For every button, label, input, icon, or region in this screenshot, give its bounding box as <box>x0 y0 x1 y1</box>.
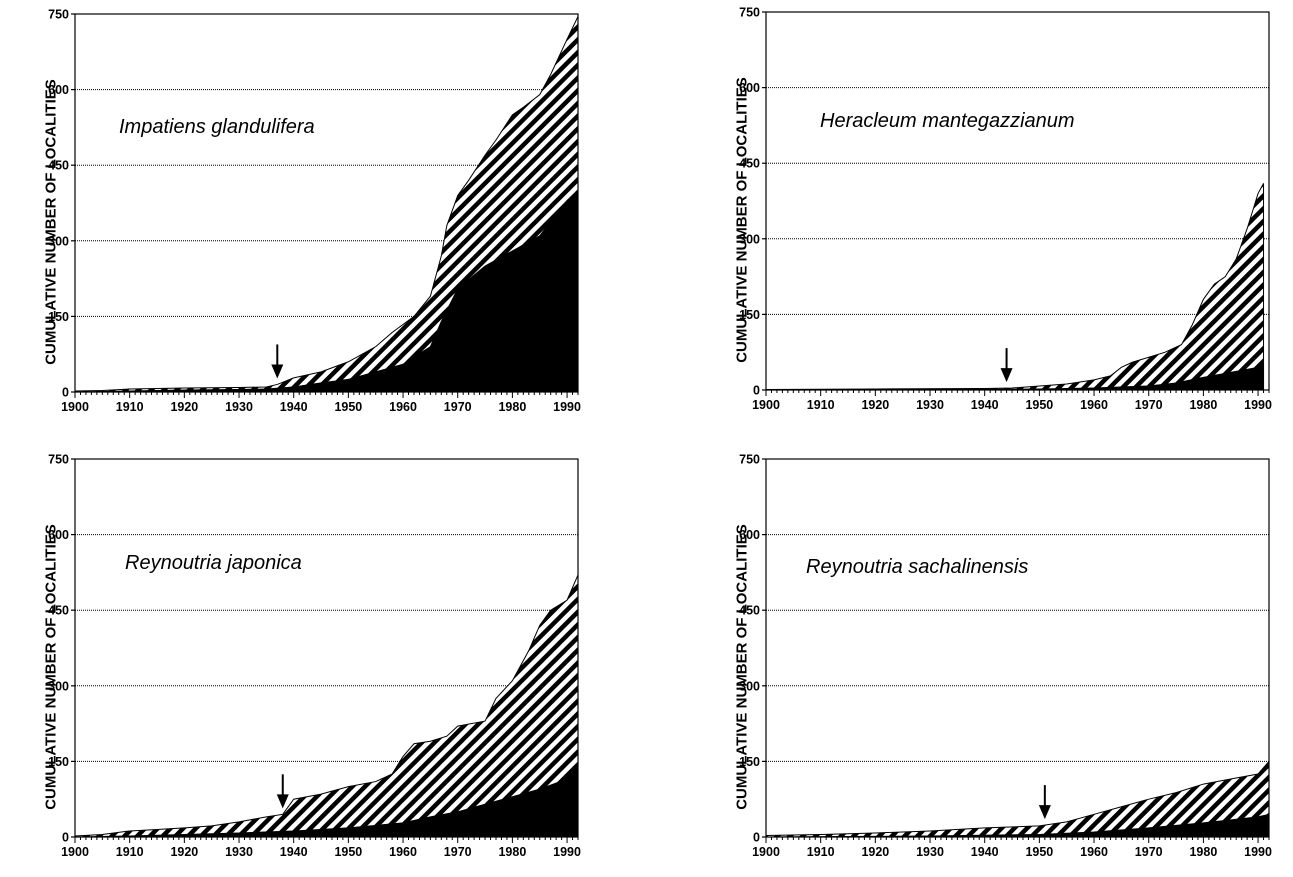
x-tick-label: 1950 <box>334 400 362 414</box>
arrow-head <box>1000 368 1013 383</box>
x-tick-label: 1940 <box>280 845 308 859</box>
x-tick-label: 1920 <box>861 398 889 412</box>
x-tick-label: 1940 <box>971 845 999 859</box>
x-tick-label: 1980 <box>1189 398 1217 412</box>
plot-frame <box>765 458 1270 838</box>
x-tick-label: 1930 <box>916 398 944 412</box>
x-tick-label: 1940 <box>280 400 308 414</box>
y-tick-label: 600 <box>48 528 69 542</box>
chart-title: Heracleum mantegazzianum <box>818 110 1077 133</box>
series-area-hatched <box>765 760 1270 838</box>
y-tick-label: 0 <box>62 831 69 845</box>
x-tick-label: 1900 <box>61 400 89 414</box>
x-tick-label: 1910 <box>116 845 144 859</box>
series-area-hatched <box>74 16 579 393</box>
y-tick-label: 150 <box>48 755 69 769</box>
y-tick-label: 0 <box>62 386 69 400</box>
x-tick-label: 1990 <box>1244 398 1272 412</box>
y-tick-label: 450 <box>739 157 760 171</box>
chart-svg: 0 150 300 450 600 750 1900 1910 1920 1930 1940 1950… <box>739 453 1272 860</box>
x-tick-label: 1910 <box>807 398 835 412</box>
arrow-head <box>276 794 289 809</box>
series-area-hatched <box>74 574 579 838</box>
x-tick-label: 1970 <box>1135 845 1163 859</box>
arrow-head <box>1038 805 1051 820</box>
y-tick-label: 750 <box>739 453 760 467</box>
arrow-marker <box>276 774 289 809</box>
x-tick-label: 1970 <box>1135 398 1163 412</box>
y-tick-label: 750 <box>48 453 69 467</box>
x-tick-label: 1980 <box>498 400 526 414</box>
x-tick-label: 1910 <box>807 845 835 859</box>
x-tick-label: 1940 <box>971 398 999 412</box>
x-tick-label: 1900 <box>61 845 89 859</box>
y-tick-label: 450 <box>48 159 69 173</box>
chart-svg: 0 150 300 450 600 750 1900 1910 1920 1930 1940 1950… <box>48 8 581 415</box>
x-tick-label: 1990 <box>553 400 581 414</box>
chart-panel-impatiens: CUMULATIVE NUMBER OF LOCALITIES Impatien… <box>43 8 655 432</box>
x-tick-label: 1960 <box>1080 398 1108 412</box>
x-tick-label: 1930 <box>916 845 944 859</box>
y-tick-label: 300 <box>48 679 69 693</box>
x-tick-label: 1960 <box>389 845 417 859</box>
series-area-solid <box>74 765 579 838</box>
x-tick-label: 1900 <box>752 845 780 859</box>
y-tick-label: 300 <box>48 234 69 248</box>
chart-panel-heracleum: CUMULATIVE NUMBER OF LOCALITIES Heracleu… <box>734 6 1293 430</box>
arrow-marker <box>1000 348 1013 383</box>
chart-svg: 0 150 300 450 600 750 1900 1910 1920 1930 1940 1950… <box>48 453 581 860</box>
series-area-solid <box>765 364 1265 391</box>
x-tick-label: 1920 <box>170 400 198 414</box>
x-tick-label: 1930 <box>225 845 253 859</box>
x-tick-label: 1960 <box>1080 845 1108 859</box>
x-tick-label: 1920 <box>861 845 889 859</box>
y-tick-label: 300 <box>739 232 760 246</box>
y-tick-label: 600 <box>48 83 69 97</box>
figure: CUMULATIVE NUMBER OF LOCALITIES Impatien… <box>43 6 1293 860</box>
arrow-marker <box>1038 785 1051 820</box>
series-area-hatched <box>765 183 1265 391</box>
chart-title: Reynoutria japonica <box>123 552 304 575</box>
y-tick-label: 0 <box>753 384 760 398</box>
y-tick-label: 600 <box>739 528 760 542</box>
x-tick-label: 1980 <box>1189 845 1217 859</box>
chart-panel-reynoutria-sachalinensis: CUMULATIVE NUMBER OF LOCALITIES Reynoutr… <box>734 453 1293 877</box>
chart-title: Reynoutria sachalinensis <box>804 556 1031 579</box>
x-tick-label: 1950 <box>1025 398 1053 412</box>
x-tick-label: 1920 <box>170 845 198 859</box>
x-tick-label: 1900 <box>752 398 780 412</box>
chart-panel-reynoutria-japonica: CUMULATIVE NUMBER OF LOCALITIES Reynoutr… <box>43 453 655 877</box>
x-tick-label: 1950 <box>334 845 362 859</box>
y-tick-label: 450 <box>48 604 69 618</box>
chart-title: Impatiens glandulifera <box>117 116 317 139</box>
y-tick-label: 150 <box>739 755 760 769</box>
x-tick-label: 1930 <box>225 400 253 414</box>
x-tick-label: 1950 <box>1025 845 1053 859</box>
y-tick-label: 150 <box>739 308 760 322</box>
x-tick-label: 1910 <box>116 400 144 414</box>
y-tick-label: 750 <box>48 8 69 22</box>
chart-svg: 0 150 300 450 600 750 1900 1910 1920 1930 1940 1950… <box>739 6 1272 413</box>
series-area-solid <box>74 189 579 393</box>
x-tick-label: 1990 <box>553 845 581 859</box>
x-tick-label: 1990 <box>1244 845 1272 859</box>
x-tick-label: 1960 <box>389 400 417 414</box>
y-tick-label: 450 <box>739 604 760 618</box>
y-tick-label: 600 <box>739 81 760 95</box>
y-tick-label: 750 <box>739 6 760 20</box>
y-tick-label: 300 <box>739 679 760 693</box>
x-tick-label: 1980 <box>498 845 526 859</box>
y-tick-label: 150 <box>48 310 69 324</box>
x-tick-label: 1970 <box>444 845 472 859</box>
arrow-marker <box>271 344 284 379</box>
y-tick-label: 0 <box>753 831 760 845</box>
arrow-head <box>271 364 284 379</box>
x-tick-label: 1970 <box>444 400 472 414</box>
